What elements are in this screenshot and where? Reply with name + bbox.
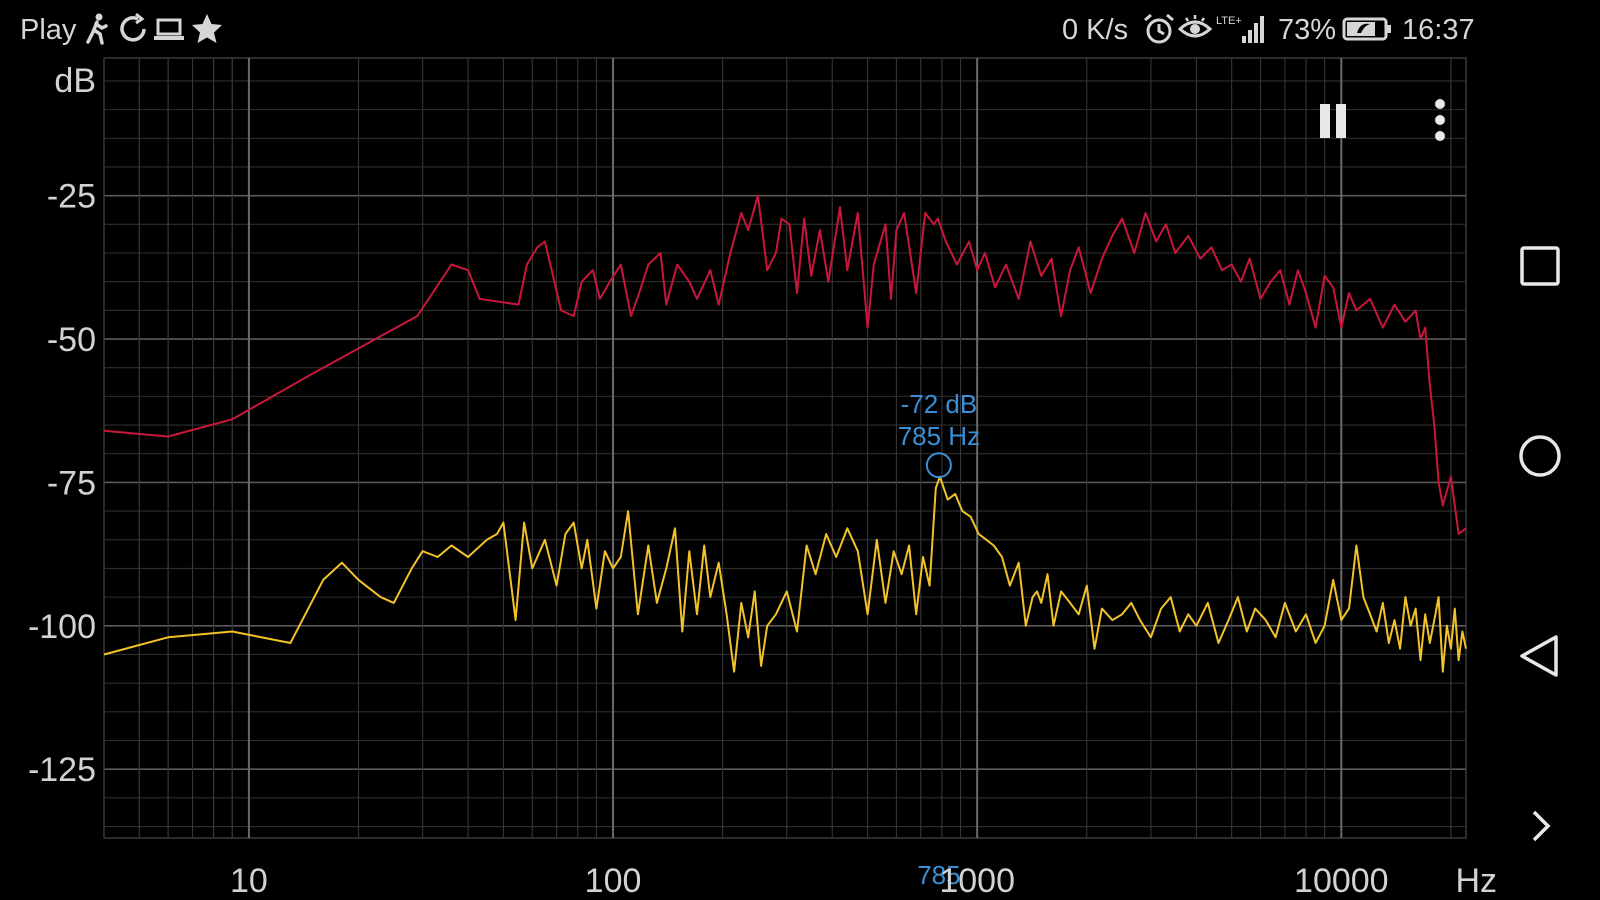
x-tick-label: 10000 bbox=[1294, 862, 1389, 900]
y-tick-label: -125 bbox=[28, 751, 96, 789]
network-speed: 0 K/s bbox=[1062, 14, 1129, 46]
walk-icon bbox=[86, 13, 108, 45]
sync-icon bbox=[120, 12, 146, 42]
star-icon bbox=[192, 14, 222, 43]
home-button[interactable] bbox=[1500, 416, 1580, 496]
plot-series-layer bbox=[103, 194, 1467, 673]
lte-signal-icon: LTE+ bbox=[1216, 15, 1264, 43]
y-axis-unit-label: dB bbox=[54, 62, 96, 100]
battery-percent: 73% bbox=[1278, 14, 1337, 46]
series-line-2 bbox=[103, 475, 1467, 673]
peak-marker-circle[interactable] bbox=[925, 452, 952, 479]
status-bar: Play 0 K/s LTE+ 73% 16:37 bbox=[0, 0, 1600, 60]
y-tick-label: -75 bbox=[47, 464, 96, 502]
expand-button[interactable] bbox=[1500, 786, 1580, 866]
plot-grid bbox=[103, 57, 1467, 839]
y-tick-label: -25 bbox=[47, 178, 96, 216]
back-triangle-icon bbox=[1520, 635, 1558, 677]
recents-button[interactable] bbox=[1500, 226, 1580, 306]
network-type-label: LTE+ bbox=[1216, 15, 1242, 27]
overflow-menu-button[interactable] bbox=[1420, 98, 1460, 146]
eye-icon bbox=[1178, 15, 1212, 38]
series-line-1 bbox=[103, 194, 1467, 535]
expand-chevron-icon bbox=[1532, 810, 1551, 842]
laptop-icon bbox=[154, 18, 184, 40]
axis-labels: dB Hz -25 -50 -75 -100 -125 10 100 1000 10000 bbox=[28, 62, 1497, 900]
x-tick-label: 1000 bbox=[939, 862, 1015, 900]
x-tick-label: 100 bbox=[585, 862, 642, 900]
pause-icon bbox=[1320, 104, 1346, 138]
peak-marker[interactable]: -72 dB 785 Hz 785 bbox=[898, 389, 980, 890]
peak-marker-hz-label: 785 Hz bbox=[898, 421, 980, 451]
navigation-bar bbox=[1480, 60, 1600, 900]
peak-marker-db-label: -72 dB bbox=[901, 389, 978, 419]
pause-button[interactable] bbox=[1312, 100, 1356, 144]
more-vert-icon bbox=[1435, 99, 1445, 141]
recents-square-icon bbox=[1520, 246, 1560, 286]
x-axis-unit-label: Hz bbox=[1455, 862, 1497, 900]
y-tick-label: -100 bbox=[28, 608, 96, 646]
clock: 16:37 bbox=[1402, 14, 1475, 46]
alarm-icon bbox=[1144, 13, 1174, 44]
back-button[interactable] bbox=[1500, 616, 1580, 696]
peak-marker-axis-label: 785 bbox=[917, 860, 960, 890]
battery-icon bbox=[1342, 17, 1391, 41]
x-tick-label: 10 bbox=[230, 862, 268, 900]
plot-frame bbox=[103, 57, 1467, 839]
y-tick-label: -50 bbox=[47, 321, 96, 359]
home-circle-icon bbox=[1519, 435, 1561, 477]
status-app-label: Play bbox=[20, 14, 77, 46]
